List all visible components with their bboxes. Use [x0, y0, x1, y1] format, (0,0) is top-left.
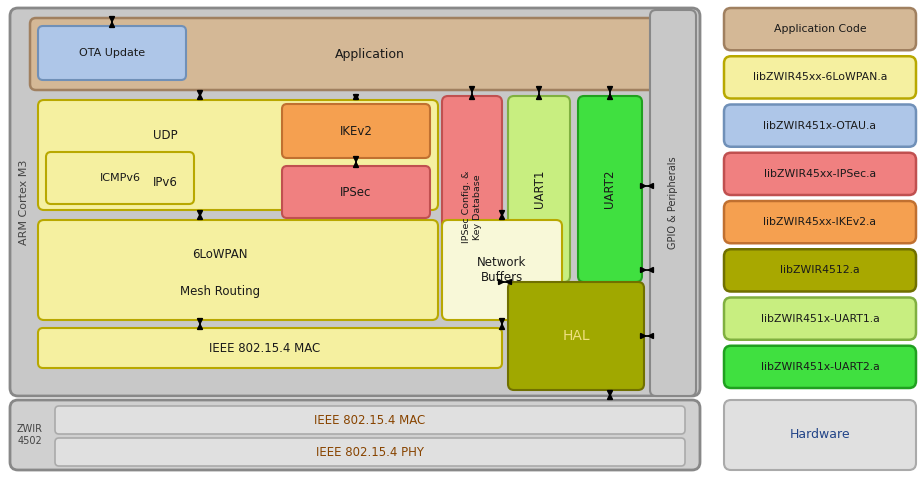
FancyBboxPatch shape: [442, 96, 502, 318]
FancyBboxPatch shape: [10, 8, 700, 396]
FancyBboxPatch shape: [724, 201, 916, 243]
FancyBboxPatch shape: [724, 400, 916, 470]
Text: IEEE 802.15.4 MAC: IEEE 802.15.4 MAC: [314, 413, 426, 426]
Text: IKEv2: IKEv2: [339, 124, 372, 138]
Text: ARM Cortex M3: ARM Cortex M3: [19, 159, 29, 245]
FancyBboxPatch shape: [282, 104, 430, 158]
Text: UART2: UART2: [603, 170, 616, 208]
Text: libZWIR45xx-IKEv2.a: libZWIR45xx-IKEv2.a: [763, 217, 877, 227]
FancyBboxPatch shape: [508, 282, 644, 390]
Text: libZWIR45xx-6LoWPAN.a: libZWIR45xx-6LoWPAN.a: [753, 72, 887, 82]
Text: IPSec: IPSec: [340, 185, 371, 198]
Text: Network
Buffers: Network Buffers: [478, 256, 527, 284]
Text: libZWIR451x-UART1.a: libZWIR451x-UART1.a: [760, 314, 880, 324]
Text: Mesh Routing: Mesh Routing: [180, 285, 260, 298]
FancyBboxPatch shape: [650, 10, 696, 396]
FancyBboxPatch shape: [30, 18, 682, 90]
FancyBboxPatch shape: [724, 56, 916, 98]
FancyBboxPatch shape: [724, 8, 916, 50]
FancyBboxPatch shape: [38, 220, 438, 320]
FancyBboxPatch shape: [10, 400, 700, 470]
Text: GPIO & Peripherals: GPIO & Peripherals: [668, 157, 678, 250]
Text: HAL: HAL: [562, 329, 590, 343]
Text: 6LoWPAN: 6LoWPAN: [192, 249, 248, 261]
Text: Application: Application: [335, 47, 405, 61]
FancyBboxPatch shape: [38, 100, 438, 210]
FancyBboxPatch shape: [38, 26, 186, 80]
Text: ZWIR
4502: ZWIR 4502: [17, 424, 43, 446]
Text: libZWIR4512.a: libZWIR4512.a: [780, 265, 860, 275]
Text: IEEE 802.15.4 PHY: IEEE 802.15.4 PHY: [316, 445, 424, 458]
Text: UDP: UDP: [152, 129, 177, 141]
Text: IEEE 802.15.4 MAC: IEEE 802.15.4 MAC: [210, 341, 321, 355]
FancyBboxPatch shape: [724, 153, 916, 195]
Text: ICMPv6: ICMPv6: [100, 173, 140, 183]
FancyBboxPatch shape: [508, 96, 570, 282]
FancyBboxPatch shape: [724, 346, 916, 388]
Text: Application Code: Application Code: [773, 24, 867, 34]
Text: libZWIR451x-OTAU.a: libZWIR451x-OTAU.a: [763, 120, 877, 130]
Text: libZWIR451x-UART2.a: libZWIR451x-UART2.a: [760, 362, 880, 372]
FancyBboxPatch shape: [55, 406, 685, 434]
FancyBboxPatch shape: [724, 297, 916, 340]
FancyBboxPatch shape: [38, 328, 502, 368]
Text: OTA Update: OTA Update: [79, 48, 145, 58]
Text: libZWIR45xx-IPSec.a: libZWIR45xx-IPSec.a: [764, 169, 876, 179]
Text: IPv6: IPv6: [152, 175, 177, 188]
FancyBboxPatch shape: [724, 249, 916, 292]
FancyBboxPatch shape: [46, 152, 194, 204]
Text: IPSec Config. &
Key Database: IPSec Config. & Key Database: [462, 171, 481, 243]
FancyBboxPatch shape: [578, 96, 642, 282]
FancyBboxPatch shape: [282, 166, 430, 218]
FancyBboxPatch shape: [724, 105, 916, 147]
Text: UART1: UART1: [532, 170, 545, 208]
FancyBboxPatch shape: [442, 220, 562, 320]
Text: Hardware: Hardware: [790, 428, 850, 442]
FancyBboxPatch shape: [55, 438, 685, 466]
